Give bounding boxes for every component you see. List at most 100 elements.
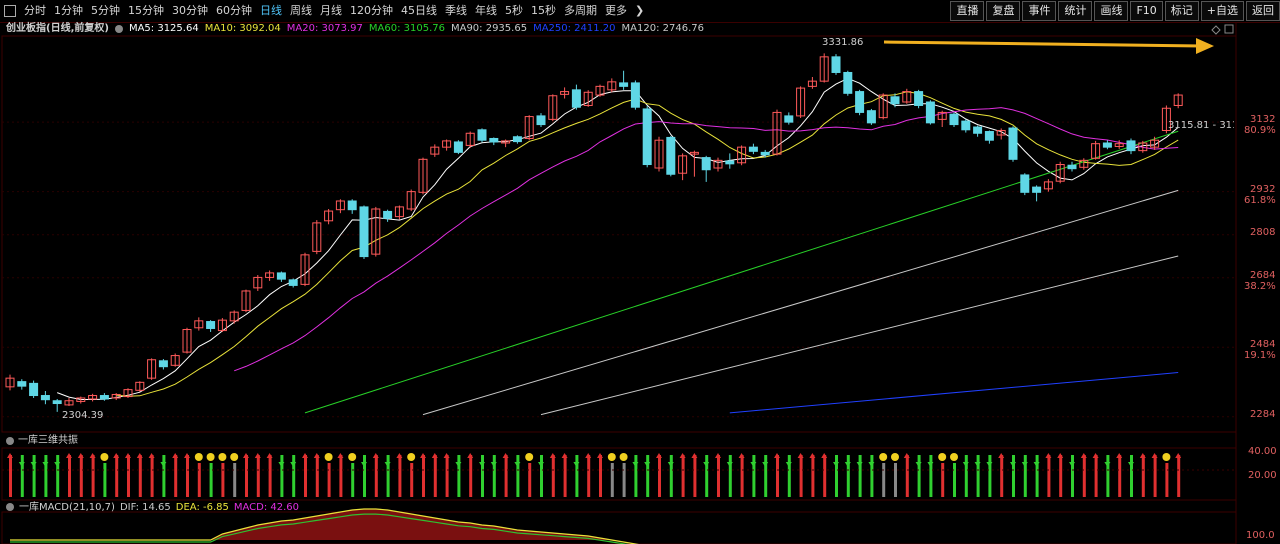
candle-body <box>666 136 676 175</box>
candle-body <box>760 151 770 156</box>
candle-body <box>406 191 416 210</box>
period-tab[interactable]: 季线 <box>445 4 467 17</box>
candle-body <box>158 360 168 368</box>
period-tab[interactable]: 5分钟 <box>91 4 120 17</box>
resonance-arrow-up <box>243 453 249 458</box>
resonance-arrow-down <box>1021 462 1028 467</box>
candle-body <box>5 377 15 388</box>
toolbar-button[interactable]: 统计 <box>1058 1 1093 21</box>
period-tab[interactable]: 45日线 <box>401 4 437 17</box>
toolbar-button[interactable]: 直播 <box>950 1 985 21</box>
toolbar-button[interactable]: 标记 <box>1164 1 1199 21</box>
resonance-bar <box>776 455 779 497</box>
period-tab[interactable]: 1分钟 <box>54 4 83 17</box>
resonance-bar <box>634 455 638 497</box>
candle-body <box>40 395 50 401</box>
resonance-bar <box>1165 463 1169 497</box>
period-tab[interactable]: 多周期 <box>564 4 597 17</box>
resonance-arrow-down <box>455 462 462 467</box>
resonance-bar <box>209 463 213 497</box>
resonance-bar <box>540 455 543 497</box>
candle-body <box>855 91 865 113</box>
period-tab[interactable]: 年线 <box>475 4 497 17</box>
resonance-arrow-down <box>1069 462 1075 467</box>
resonance-arrow-up <box>1116 453 1123 458</box>
ma90-line <box>422 189 1179 416</box>
candle-body <box>1079 159 1089 168</box>
toolbar-button[interactable]: 画线 <box>1094 1 1129 21</box>
period-tab[interactable]: 15秒 <box>531 4 556 17</box>
resonance-bar <box>740 455 744 497</box>
candle-body <box>1138 142 1148 152</box>
period-tab[interactable]: 5秒 <box>505 4 523 17</box>
resonance-arrow-up <box>148 453 155 458</box>
candle-body <box>548 95 558 120</box>
candle-body <box>489 137 499 143</box>
resonance-bar <box>941 463 945 497</box>
period-tab[interactable]: 分时 <box>24 4 46 17</box>
resonance-dot <box>206 453 215 461</box>
resonance-arrow-down <box>490 462 497 467</box>
candle-body <box>748 146 758 152</box>
toolbar-button[interactable]: 返回 <box>1246 1 1280 21</box>
macd-settings-icon[interactable] <box>6 503 14 511</box>
high-price-label: 3331.86 <box>822 37 864 48</box>
resonance-arrow-down <box>844 462 851 467</box>
layout-toggle-icon[interactable] <box>4 5 16 17</box>
resonance-arrow-up <box>467 453 474 458</box>
resonance-dot <box>348 453 357 461</box>
resonance-bar <box>953 463 956 497</box>
ma5-line <box>57 77 1179 400</box>
panel-settings-icon[interactable] <box>6 437 14 445</box>
resonance-bar <box>988 455 992 497</box>
period-tab[interactable]: 30分钟 <box>172 4 208 17</box>
candle-body <box>1055 164 1065 182</box>
period-tab[interactable]: 日线 <box>260 4 282 17</box>
resonance-bar <box>1071 455 1074 497</box>
period-tab[interactable]: 周线 <box>290 4 312 17</box>
candle-body <box>88 395 98 400</box>
toolbar-button[interactable]: 事件 <box>1022 1 1057 21</box>
resonance-arrow-up <box>1092 453 1099 458</box>
resonance-bar <box>669 455 673 497</box>
ma10-line <box>116 91 1179 397</box>
resonance-bar <box>858 455 862 497</box>
resonance-bar <box>1000 455 1004 497</box>
resonance-bar <box>422 455 425 497</box>
candle-body <box>807 80 817 87</box>
period-tab[interactable]: 更多 <box>605 4 627 17</box>
resonance-bar <box>1141 455 1145 497</box>
resonance-arrow-up <box>585 453 592 458</box>
candle-body <box>1032 186 1042 193</box>
resonance-arrow-down <box>856 462 863 467</box>
period-tab[interactable]: 60分钟 <box>216 4 252 17</box>
candle-body <box>984 131 994 141</box>
more-chevron-icon[interactable]: ❯ <box>635 4 645 17</box>
candle-body <box>1067 164 1077 170</box>
candle-body <box>937 111 947 120</box>
period-tab[interactable]: 120分钟 <box>350 4 393 17</box>
action-buttons: 直播 复盘 事件 统计 画线 F10 标记 +自选 返回 <box>948 1 1280 21</box>
candle-body <box>630 82 640 108</box>
resonance-dot <box>938 453 947 461</box>
resonance-arrow-down <box>42 462 49 467</box>
resonance-bar <box>351 463 355 497</box>
resonance-arrow-up <box>420 453 426 458</box>
resonance-bar <box>339 455 343 497</box>
resonance-arrow-up <box>254 453 261 458</box>
toolbar-button[interactable]: 复盘 <box>986 1 1021 21</box>
toolbar-button[interactable]: +自选 <box>1200 1 1244 21</box>
candle-body <box>619 82 629 87</box>
period-tab[interactable]: 15分钟 <box>128 4 164 17</box>
resonance-bar <box>315 455 319 497</box>
candle-body <box>359 206 369 258</box>
resonance-bar <box>516 455 520 497</box>
period-tab[interactable]: 月线 <box>320 4 342 17</box>
toolbar-button[interactable]: F10 <box>1130 1 1163 21</box>
resonance-bar <box>587 455 591 497</box>
resonance-dot <box>324 453 333 461</box>
resonance-bar <box>68 455 71 497</box>
settings-dot-icon[interactable] <box>114 25 123 33</box>
macd-axis-100: 100.0 <box>1246 530 1275 541</box>
